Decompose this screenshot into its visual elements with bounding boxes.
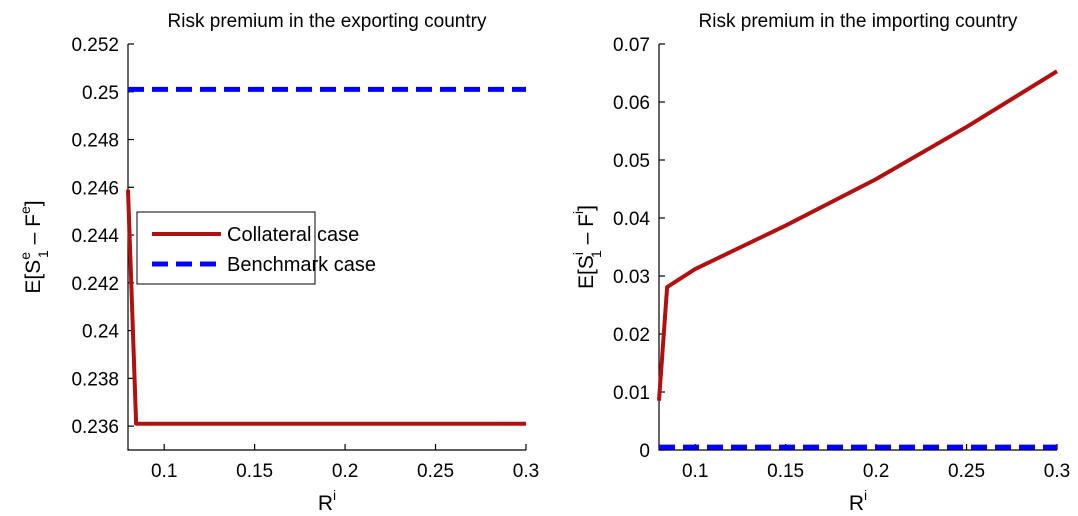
x-tick-label: 0.2 xyxy=(863,461,889,482)
y-tick-label: 0.03 xyxy=(613,267,650,288)
y-axis-label-post: ] xyxy=(575,205,598,211)
chart-2: Risk premium in the importing country 0 0.… xyxy=(570,11,1070,515)
x-tick-label: 0.15 xyxy=(767,461,804,482)
y-tick-label: 0.246 xyxy=(71,178,119,199)
y-axis-label-sup2: i xyxy=(570,211,586,214)
x-tick-label: 0.1 xyxy=(151,461,177,482)
legend-box xyxy=(136,211,316,285)
y-axis-label-pre: E[S xyxy=(22,260,45,294)
axes-frame xyxy=(658,44,1057,451)
y-axis-label-mid: – F xyxy=(22,214,45,250)
y-tick-label: 0.244 xyxy=(71,226,119,247)
y-axis-label-post: ] xyxy=(22,200,45,206)
x-tick-label: 0.2 xyxy=(332,461,358,482)
x-axis-label-sup: i xyxy=(864,487,867,503)
y-axis-label-mid: – F xyxy=(575,214,598,250)
y-tick-label: 0.242 xyxy=(71,274,119,295)
x-tick-label: 0.3 xyxy=(513,461,539,482)
y-axis-label-sup1: i xyxy=(570,252,586,255)
x-tick-label: 0.25 xyxy=(948,461,985,482)
series-line-collateral-case xyxy=(126,189,526,426)
y-tick-label: 0.252 xyxy=(71,35,119,56)
y-axis-label-pre: E[S xyxy=(575,255,598,289)
x-axis-label-sup: i xyxy=(333,487,336,503)
y-tick-label: 0.06 xyxy=(613,93,650,114)
y-tick-label: 0.04 xyxy=(613,209,650,230)
y-tick-label: 0.236 xyxy=(71,417,119,438)
legend-entry: Benchmark case xyxy=(227,254,376,276)
x-tick-label: 0.15 xyxy=(236,461,273,482)
y-tick-label: 0.248 xyxy=(71,131,119,152)
x-tick-label: 0.1 xyxy=(682,461,708,482)
y-axis-label-sup2: e xyxy=(17,206,33,214)
y-tick-label: 0.07 xyxy=(613,35,650,56)
y-axis-label-sub1: 1 xyxy=(35,250,51,258)
y-axis-label-sup1: e xyxy=(17,252,33,260)
x-axis-label: Ri xyxy=(318,487,336,515)
y-tick-label: 0.05 xyxy=(613,151,650,172)
y-axis-label: E[Se 1 – Fe] xyxy=(17,200,51,293)
y-axis-label: E[Si 1 – Fi] xyxy=(570,205,604,289)
x-axis-label-base: R xyxy=(849,492,864,515)
axes-frame xyxy=(127,44,526,451)
x-axis-label: Ri xyxy=(849,487,867,515)
x-tick-label: 0.25 xyxy=(417,461,454,482)
y-tick-label: 0.24 xyxy=(82,322,119,343)
y-axis-label-sub1: 1 xyxy=(588,250,604,258)
chart-title: Risk premium in the exporting country xyxy=(168,11,487,32)
series-line-collateral-case xyxy=(657,69,1059,401)
y-tick-label: 0.238 xyxy=(71,369,119,390)
chart-1: Risk premium in the exporting country 0.2… xyxy=(17,11,539,515)
y-tick-label: 0 xyxy=(639,441,650,462)
y-tick-label: 0.25 xyxy=(82,83,119,104)
legend: Collateral case Benchmark case xyxy=(136,211,376,285)
y-tick-label: 0.02 xyxy=(613,325,650,346)
x-axis-label-base: R xyxy=(318,492,333,515)
y-tick-label: 0.01 xyxy=(613,383,650,404)
x-tick-label: 0.3 xyxy=(1044,461,1070,482)
legend-entry: Collateral case xyxy=(227,224,359,246)
chart-title: Risk premium in the importing country xyxy=(699,11,1018,32)
